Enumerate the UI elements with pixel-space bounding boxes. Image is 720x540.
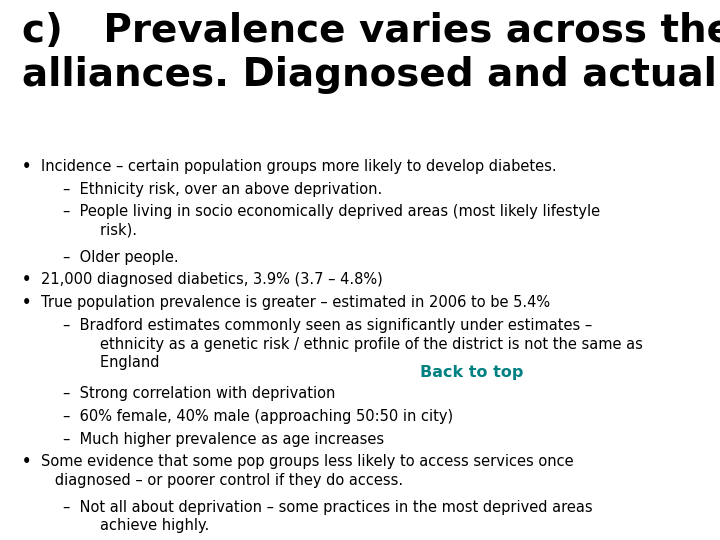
Text: –  Not all about deprivation – some practices in the most deprived areas
       : – Not all about deprivation – some pract… bbox=[63, 500, 593, 534]
Text: 21,000 diagnosed diabetics, 3.9% (3.7 – 4.8%): 21,000 diagnosed diabetics, 3.9% (3.7 – … bbox=[41, 273, 382, 287]
Text: Incidence – certain population groups more likely to develop diabetes.: Incidence – certain population groups mo… bbox=[41, 159, 557, 174]
Text: c)   Prevalence varies across the
alliances. Diagnosed and actual: c) Prevalence varies across the alliance… bbox=[22, 12, 720, 94]
Text: Back to top: Back to top bbox=[420, 365, 523, 380]
Text: –  Ethnicity risk, over an above deprivation.: – Ethnicity risk, over an above deprivat… bbox=[63, 181, 382, 197]
Text: •: • bbox=[22, 454, 31, 469]
Text: –  Older people.: – Older people. bbox=[63, 249, 179, 265]
Text: Some evidence that some pop groups less likely to access services once
   diagno: Some evidence that some pop groups less … bbox=[41, 454, 573, 488]
Text: •: • bbox=[22, 295, 31, 310]
Text: –  Strong correlation with deprivation: – Strong correlation with deprivation bbox=[63, 386, 335, 401]
Text: –  Much higher prevalence as age increases: – Much higher prevalence as age increase… bbox=[63, 431, 384, 447]
Text: –  60% female, 40% male (approaching 50:50 in city): – 60% female, 40% male (approaching 50:5… bbox=[63, 409, 453, 424]
Text: –  Bradford estimates commonly seen as significantly under estimates –
        e: – Bradford estimates commonly seen as si… bbox=[63, 318, 642, 370]
Text: –  People living in socio economically deprived areas (most likely lifestyle
   : – People living in socio economically de… bbox=[63, 204, 600, 238]
Text: •: • bbox=[22, 159, 31, 174]
Text: •: • bbox=[22, 273, 31, 287]
Text: True population prevalence is greater – estimated in 2006 to be 5.4%: True population prevalence is greater – … bbox=[41, 295, 550, 310]
